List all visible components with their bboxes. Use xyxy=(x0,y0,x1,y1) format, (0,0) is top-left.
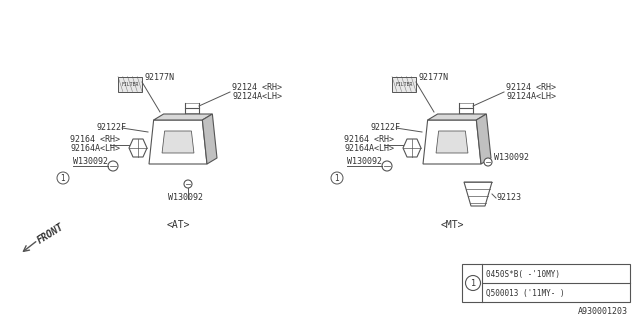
Text: W130092: W130092 xyxy=(494,153,529,162)
Text: FILTER: FILTER xyxy=(122,82,139,86)
Polygon shape xyxy=(428,114,486,120)
Text: W130092: W130092 xyxy=(168,193,203,202)
Text: 92122F: 92122F xyxy=(96,123,126,132)
Polygon shape xyxy=(162,131,194,153)
Text: FRONT: FRONT xyxy=(36,222,66,246)
Text: 92124 <RH>: 92124 <RH> xyxy=(232,83,282,92)
Text: 92164 <RH>: 92164 <RH> xyxy=(70,135,120,144)
Polygon shape xyxy=(436,131,468,153)
Text: 92164 <RH>: 92164 <RH> xyxy=(344,135,394,144)
FancyBboxPatch shape xyxy=(118,76,142,92)
Text: W130092: W130092 xyxy=(73,157,108,166)
Circle shape xyxy=(484,158,492,166)
Text: W130092: W130092 xyxy=(347,157,382,166)
Polygon shape xyxy=(423,120,481,164)
Text: 92164A<LH>: 92164A<LH> xyxy=(70,144,120,153)
FancyBboxPatch shape xyxy=(392,76,416,92)
Circle shape xyxy=(331,172,343,184)
Polygon shape xyxy=(403,139,421,157)
Text: 0450S*B( -'10MY): 0450S*B( -'10MY) xyxy=(486,269,560,278)
Text: Q500013 ('11MY- ): Q500013 ('11MY- ) xyxy=(486,289,564,298)
Polygon shape xyxy=(464,182,492,206)
Text: 1: 1 xyxy=(470,278,476,287)
Polygon shape xyxy=(476,114,491,164)
Circle shape xyxy=(465,276,481,291)
Text: 92124 <RH>: 92124 <RH> xyxy=(506,83,556,92)
Circle shape xyxy=(382,161,392,171)
Text: A930001203: A930001203 xyxy=(578,307,628,316)
Polygon shape xyxy=(149,120,207,164)
Text: 92123: 92123 xyxy=(496,193,521,202)
Text: 92164A<LH>: 92164A<LH> xyxy=(344,144,394,153)
Polygon shape xyxy=(154,114,212,120)
Circle shape xyxy=(108,161,118,171)
Text: FILTER: FILTER xyxy=(396,82,413,86)
FancyBboxPatch shape xyxy=(462,264,630,302)
Text: <AT>: <AT> xyxy=(166,220,189,230)
Text: 92177N: 92177N xyxy=(418,73,448,82)
Circle shape xyxy=(57,172,69,184)
Polygon shape xyxy=(202,114,217,164)
Text: 1: 1 xyxy=(61,173,65,182)
Text: 92124A<LH>: 92124A<LH> xyxy=(506,92,556,101)
Polygon shape xyxy=(129,139,147,157)
Text: 92177N: 92177N xyxy=(144,73,174,82)
Text: <MT>: <MT> xyxy=(440,220,464,230)
Text: 92122F: 92122F xyxy=(370,123,400,132)
Text: 1: 1 xyxy=(335,173,339,182)
Circle shape xyxy=(184,180,192,188)
Text: 92124A<LH>: 92124A<LH> xyxy=(232,92,282,101)
